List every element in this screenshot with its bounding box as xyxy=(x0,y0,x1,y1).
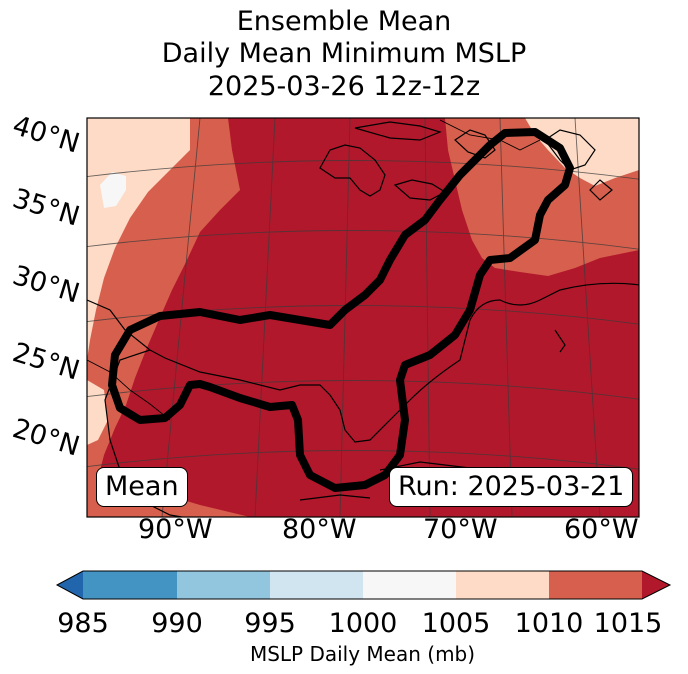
map-area xyxy=(87,118,639,517)
lon-label-60w: 60°W xyxy=(564,514,639,545)
colorbar-extend-low xyxy=(57,571,83,599)
colorbar-outline xyxy=(55,570,672,600)
mean-label-box: Mean xyxy=(96,467,188,507)
colorbar-extend-high xyxy=(642,571,670,599)
colorbar-tick-1010: 1010 xyxy=(514,608,584,639)
chart-title-line2: Daily Mean Minimum MSLP xyxy=(161,38,527,69)
chart-title-line3: 2025-03-26 12z-12z xyxy=(207,71,481,102)
lon-label-70w: 70°W xyxy=(423,514,498,545)
colorbar-segment-990-995 xyxy=(177,571,270,599)
colorbar-tick-995: 995 xyxy=(244,608,296,639)
colorbar-tick-1005: 1005 xyxy=(421,608,491,639)
colorbar-tick-1000: 1000 xyxy=(328,608,398,639)
colorbar-tick-990: 990 xyxy=(151,608,203,639)
mslp-contour xyxy=(108,128,574,492)
lon-label-80w: 80°W xyxy=(282,514,357,545)
colorbar-segment-985-990 xyxy=(83,571,177,599)
lon-label-90w: 90°W xyxy=(138,514,213,545)
colorbar-tick-985: 985 xyxy=(57,608,109,639)
colorbar-label: MSLP Daily Mean (mb) xyxy=(249,642,476,666)
run-date-box: Run: 2025-03-21 xyxy=(389,467,634,507)
colorbar-tick-1015: 1015 xyxy=(593,608,663,639)
colorbar xyxy=(55,570,672,600)
colorbar-segment-1010-1015 xyxy=(549,571,642,599)
pressure-field-1000-1005-patch xyxy=(100,172,126,208)
colorbar-segment-1000-1005 xyxy=(363,571,456,599)
colorbar-segment-1005-1010 xyxy=(456,571,549,599)
chart-title-line1: Ensemble Mean xyxy=(236,6,452,37)
colorbar-segment-995-1000 xyxy=(270,571,363,599)
map-frame xyxy=(86,117,640,518)
